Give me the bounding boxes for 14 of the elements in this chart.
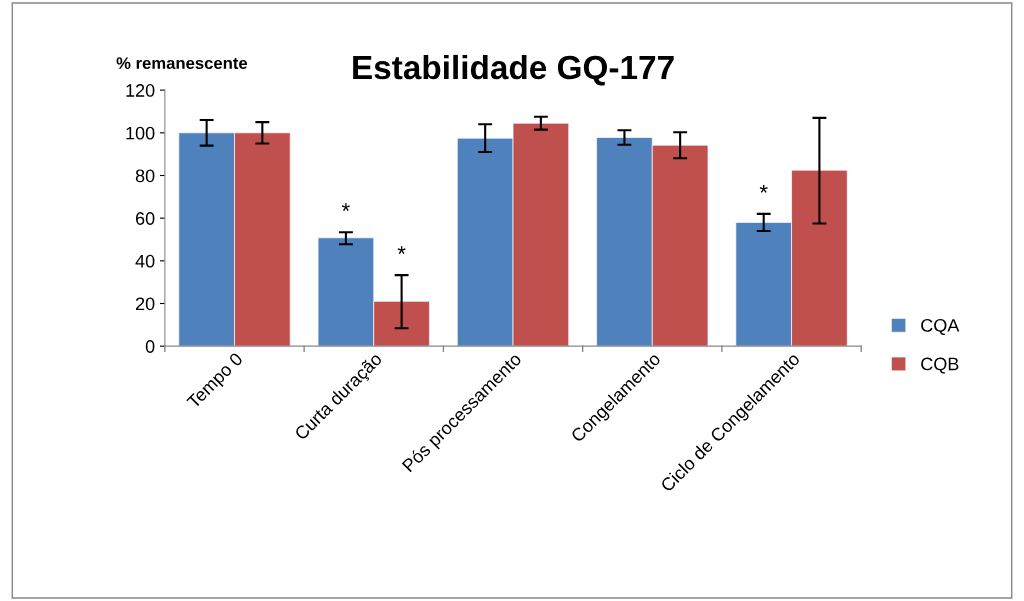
y-tick-label: 40 (135, 254, 155, 268)
chart-title: Estabilidade GQ-177 (353, 54, 674, 86)
y-tick-label: 20 (135, 297, 155, 311)
annotation: * (759, 184, 768, 193)
y-axis-title: % remanescente (116, 57, 248, 70)
annotation: * (397, 246, 406, 254)
legend-label: CQA (921, 318, 960, 336)
y-tick-label: 0 (145, 340, 155, 353)
annotation: * (341, 203, 350, 212)
y-tick-label: 60 (135, 212, 155, 225)
y-tick-label: 120 (126, 84, 155, 97)
legend-label: CQB (921, 357, 959, 374)
y-tick-label: 100 (126, 126, 155, 140)
y-tick-label: 80 (135, 169, 155, 183)
